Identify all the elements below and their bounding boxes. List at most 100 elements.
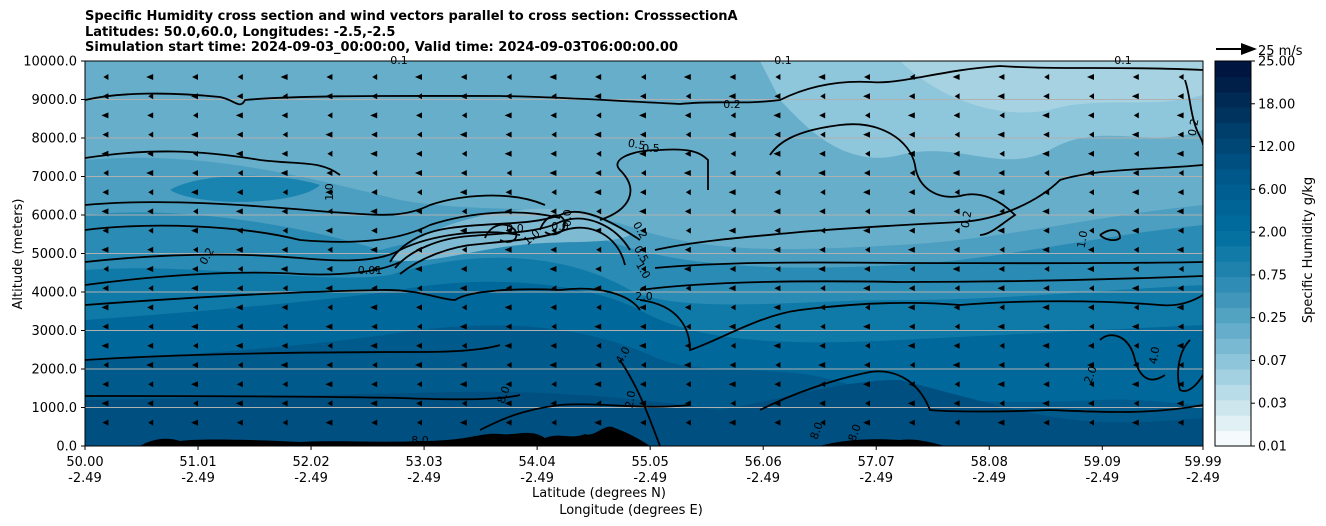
wind-arrow: [685, 189, 691, 196]
wind-arrow: [908, 323, 915, 330]
contour-line: [759, 370, 1203, 413]
wind-arrow: [1133, 342, 1139, 349]
wind-arrow: [640, 323, 646, 330]
wind-arrow: [327, 112, 333, 119]
wind-arrow: [237, 74, 243, 80]
contour-line: [654, 261, 1203, 269]
wind-arrow: [685, 131, 691, 138]
contour-line: [85, 394, 521, 401]
wind-arrow: [1176, 342, 1184, 349]
wind-arrow: [191, 381, 198, 388]
wind-arrow: [103, 170, 109, 176]
wind-arrow: [1043, 323, 1050, 330]
wind-arrow: [1042, 150, 1050, 157]
wind-arrow: [907, 112, 915, 119]
wind-arrow: [596, 304, 602, 311]
wind-arrow: [148, 189, 154, 196]
wind-arrow: [459, 93, 467, 100]
wind-arrow: [1133, 400, 1139, 407]
wind-arrow: [819, 400, 826, 407]
colorbar-segment: [1215, 322, 1251, 339]
terrain: [140, 426, 945, 446]
wind-arrow: [594, 419, 602, 426]
wind-arrow: [460, 362, 467, 368]
wind-arrow: [1176, 304, 1184, 311]
contour-line: [484, 223, 518, 243]
wind-arrow: [728, 227, 736, 234]
wind-arrow: [685, 93, 691, 100]
wind-arrow: [819, 208, 826, 215]
wind-arrow: [728, 323, 736, 330]
wind-arrow: [1089, 189, 1094, 196]
wind-arrow: [417, 93, 422, 100]
wind-arrow: [504, 304, 512, 311]
contour-label: 2.0: [623, 390, 639, 409]
x-axis: 50.00-2.4951.01-2.4952.02-2.4953.03-2.49…: [66, 446, 1222, 486]
wind-arrow: [728, 189, 736, 196]
wind-arrow: [1176, 208, 1184, 215]
wind-arrow: [281, 208, 288, 215]
wind-arrow: [461, 112, 467, 119]
wind-arrow: [863, 419, 870, 426]
x-tick-label-lat: 50.00: [66, 455, 103, 470]
wind-arrow: [909, 170, 915, 176]
wind-vectors: [101, 74, 1184, 426]
wind-arrow: [147, 246, 154, 253]
wind-arrow: [281, 400, 288, 407]
wind-arrow: [417, 227, 422, 234]
wind-arrow: [371, 419, 378, 426]
wind-arrow: [1088, 208, 1094, 215]
wind-arrow: [820, 227, 826, 234]
wind-arrow: [954, 227, 960, 234]
wind-arrow: [1131, 419, 1139, 426]
wind-arrow: [1176, 246, 1184, 253]
wind-arrow: [461, 208, 467, 215]
wind-arrow: [1177, 227, 1184, 234]
wind-arrow: [954, 323, 960, 330]
wind-arrow: [863, 381, 870, 388]
wind-arrow: [237, 266, 243, 272]
wind-arrow: [148, 131, 154, 138]
wind-arrow: [640, 189, 646, 196]
contour-line: [85, 65, 1203, 106]
colorbar: [1215, 61, 1251, 447]
wind-arrow: [1131, 93, 1139, 100]
wind-arrow: [997, 285, 1005, 292]
y-tick-label: 7000.0: [32, 170, 78, 185]
x-tick-label-lat: 55.05: [632, 455, 669, 470]
colorbar-segment: [1215, 399, 1251, 416]
wind-arrow: [685, 323, 691, 330]
wind-arrow: [415, 170, 422, 176]
wind-arrow: [461, 342, 467, 349]
x-tick-label-lon: -2.49: [859, 471, 893, 486]
wind-arrow: [191, 189, 198, 196]
wind-arrow: [684, 400, 691, 407]
wind-arrow: [417, 381, 422, 388]
wind-arrow: [997, 189, 1005, 196]
wind-arrow: [282, 189, 288, 196]
wind-arrow: [280, 170, 288, 176]
wind-arrow: [1177, 285, 1184, 292]
wind-arrow: [371, 381, 378, 388]
wind-arrow: [775, 74, 781, 80]
wind-arrow: [505, 189, 512, 196]
wind-arrow: [997, 93, 1005, 100]
wind-arrow: [1177, 189, 1184, 196]
wind-arrow: [193, 400, 198, 407]
wind-arrow: [594, 323, 602, 330]
wind-arrow: [459, 131, 467, 138]
colorbar-tick-label: 25.00: [1258, 55, 1295, 70]
x-tick-label-lat: 59.09: [1084, 455, 1121, 470]
colorbar-tick-label: 0.75: [1258, 268, 1287, 283]
wind-arrow: [818, 74, 826, 80]
y-tick-label: 4000.0: [32, 286, 78, 301]
wind-arrow: [282, 227, 288, 234]
wind-arrow: [551, 227, 557, 234]
wind-arrow: [504, 400, 512, 407]
x-tick-label-lon: -2.49: [294, 471, 328, 486]
colorbar-tick-label: 0.25: [1258, 311, 1287, 326]
wind-arrow: [372, 266, 378, 272]
wind-arrow: [1088, 246, 1094, 253]
wind-arrow: [148, 93, 154, 100]
wind-arrow: [728, 285, 736, 292]
